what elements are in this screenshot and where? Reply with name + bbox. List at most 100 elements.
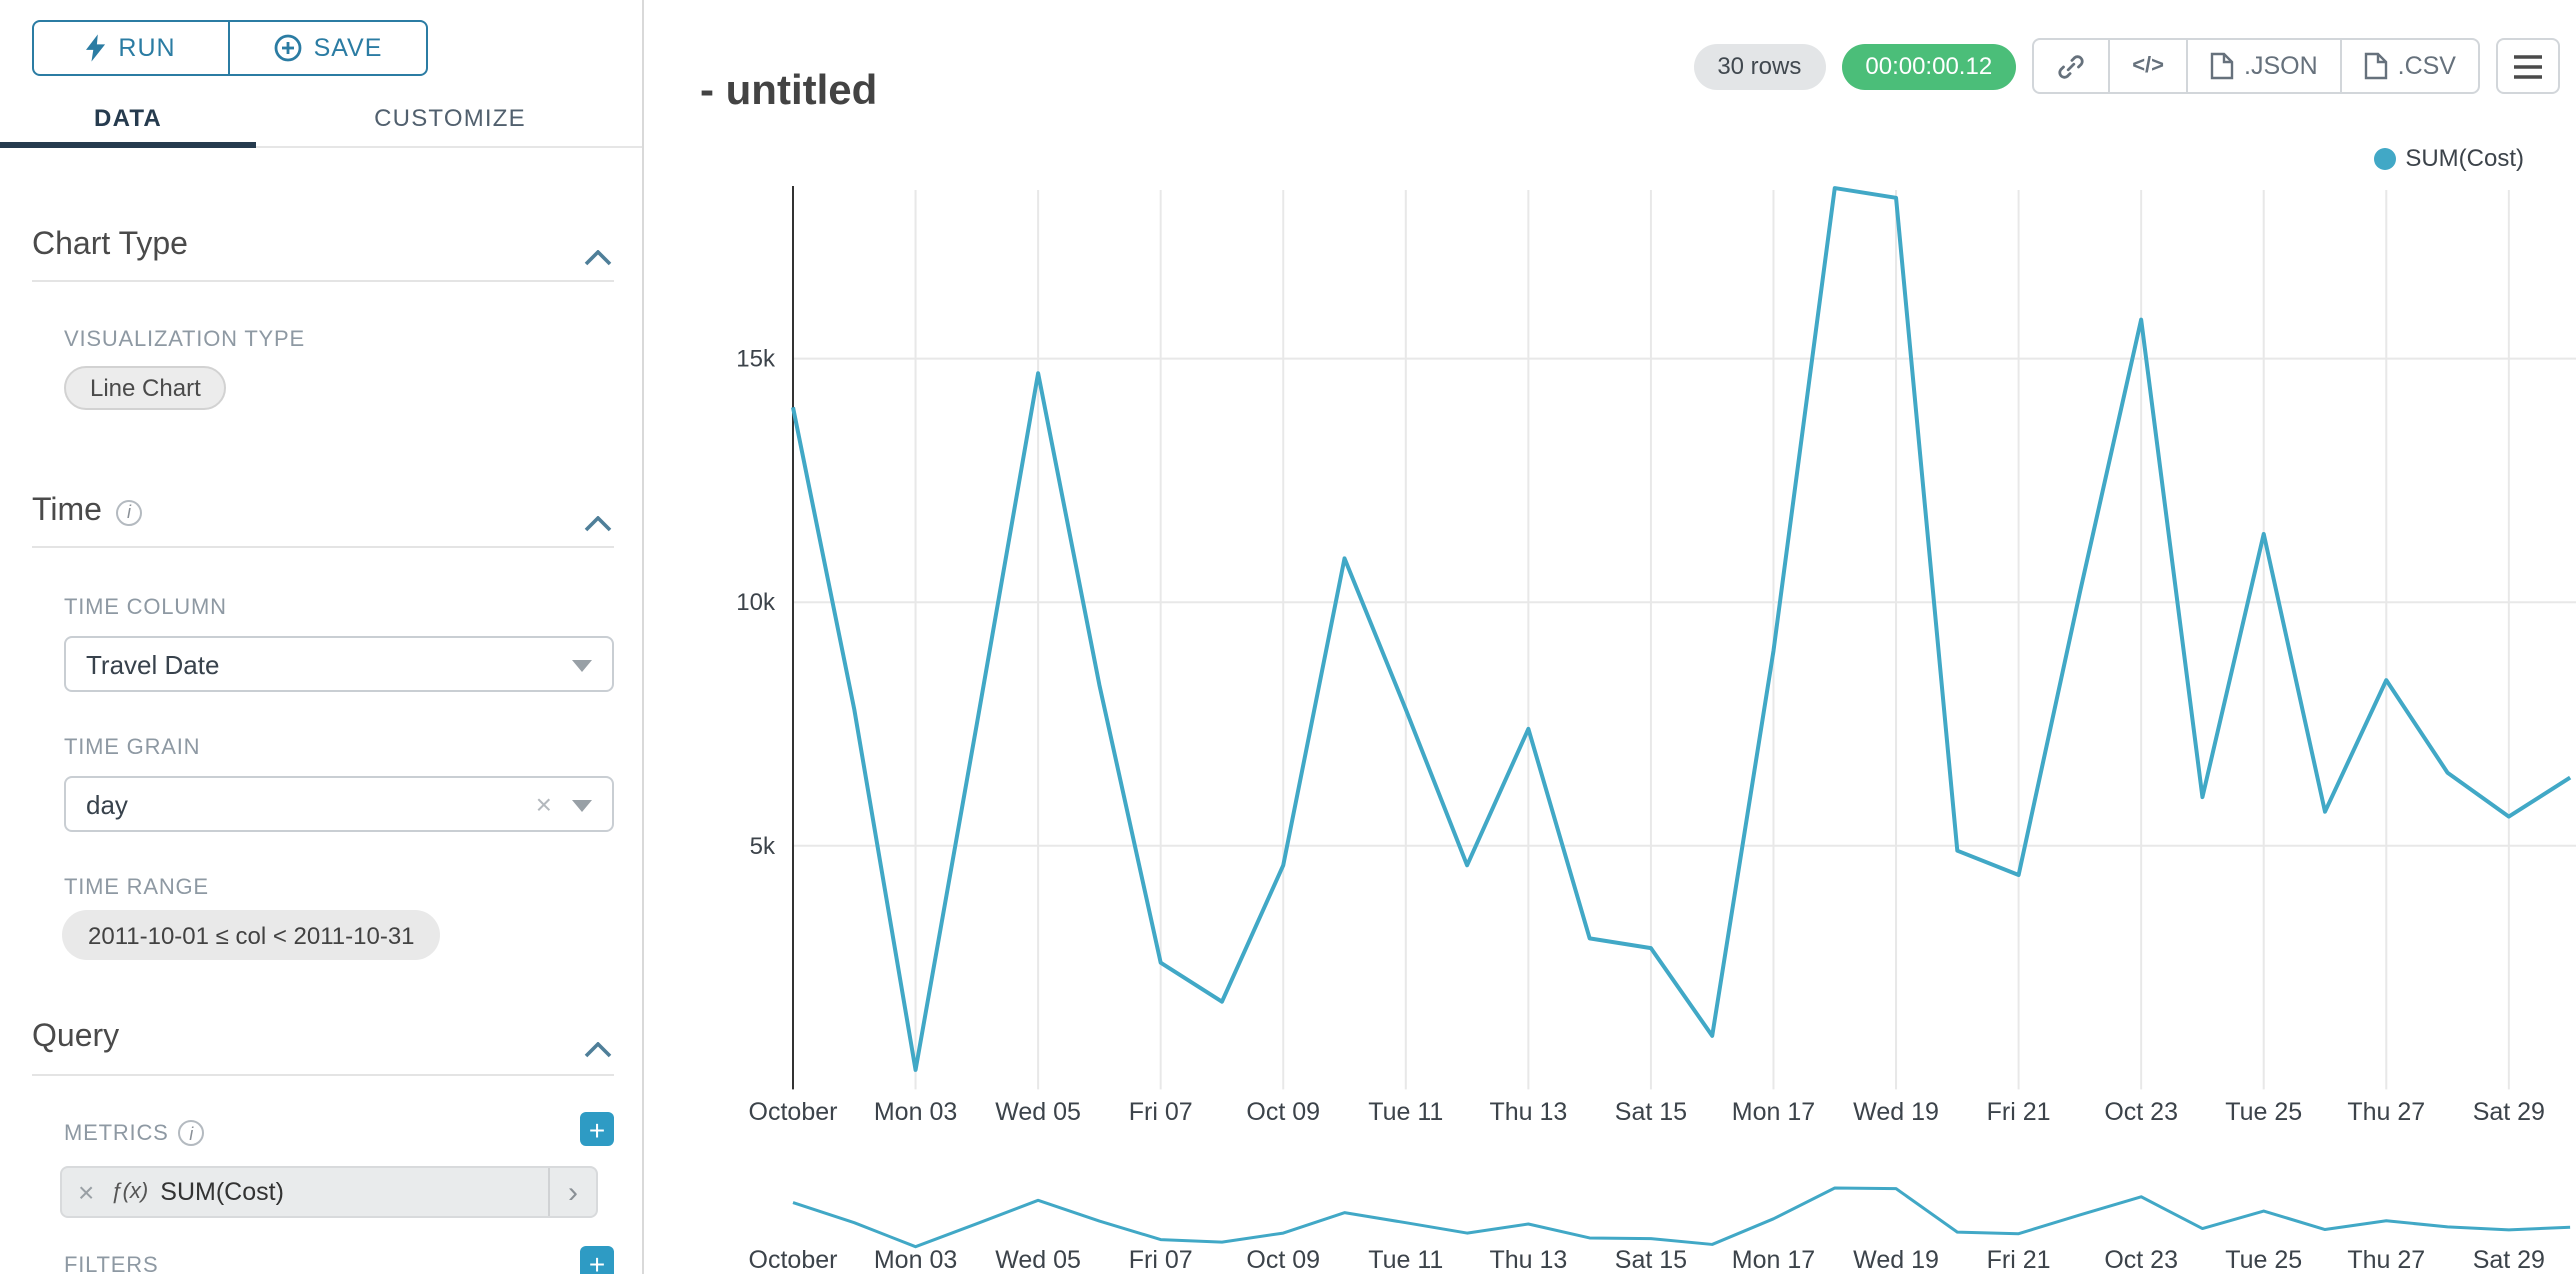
code-icon: </> — [2132, 54, 2164, 78]
time-column-select[interactable]: Travel Date — [64, 636, 614, 692]
chevron-down-icon — [572, 660, 592, 672]
run-button-label: RUN — [118, 34, 176, 62]
svg-text:Fri 07: Fri 07 — [1129, 1098, 1193, 1126]
section-divider — [32, 546, 614, 548]
chevron-up-icon — [584, 1041, 612, 1058]
collapse-query-button[interactable] — [582, 1034, 614, 1058]
visualization-type-label: VISUALIZATION TYPE — [64, 328, 305, 352]
info-icon: i — [115, 499, 142, 525]
tabs-divider — [0, 146, 642, 148]
time-grain-value: day — [86, 789, 128, 819]
time-title: Time — [32, 494, 102, 528]
section-header-query: Query — [32, 1020, 119, 1056]
file-icon — [2210, 52, 2234, 80]
svg-text:Tue 11: Tue 11 — [1368, 1098, 1443, 1126]
svg-text:Fri 21: Fri 21 — [1987, 1098, 2051, 1126]
svg-text:Mon 03: Mon 03 — [874, 1098, 957, 1126]
view-query-button[interactable]: </> — [2108, 38, 2188, 94]
svg-text:Tue 25: Tue 25 — [2225, 1246, 2302, 1274]
run-button[interactable]: RUN — [32, 20, 230, 76]
time-grain-label: TIME GRAIN — [64, 736, 201, 760]
section-divider — [32, 280, 614, 282]
menu-button[interactable] — [2496, 38, 2560, 94]
time-range-value[interactable]: 2011-10-01 ≤ col < 2011-10-31 — [62, 910, 441, 960]
svg-text:October: October — [749, 1246, 838, 1274]
run-save-button-group: RUN SAVE — [32, 20, 428, 76]
chevron-up-icon — [584, 515, 612, 532]
metric-sum-cost[interactable]: × ƒ(x) SUM(Cost) › — [60, 1166, 598, 1218]
hamburger-icon — [2514, 54, 2542, 78]
share-link-button[interactable] — [2032, 38, 2111, 94]
add-metric-button[interactable]: + — [580, 1112, 614, 1146]
export-button-group: </> .JSON .CSV — [2032, 38, 2480, 94]
control-panel-sidebar: RUN SAVE DATA CUSTOMIZE Chart Type — [0, 0, 644, 1274]
chart-type-title: Chart Type — [32, 228, 188, 262]
plus-circle-icon — [274, 34, 301, 62]
svg-text:15k: 15k — [736, 346, 776, 373]
metric-name: SUM(Cost) — [160, 1178, 284, 1206]
svg-text:Thu 13: Thu 13 — [1489, 1246, 1567, 1274]
export-json-button[interactable]: .JSON — [2186, 38, 2342, 94]
legend-sum-cost[interactable]: SUM(Cost) — [2373, 144, 2524, 172]
svg-text:Mon 17: Mon 17 — [1732, 1098, 1815, 1126]
filters-label: FILTERS — [64, 1254, 159, 1274]
section-header-chart-type: Chart Type — [32, 228, 188, 264]
legend-label: SUM(Cost) — [2405, 144, 2524, 172]
chevron-up-icon — [584, 249, 612, 266]
visualization-type-value[interactable]: Line Chart — [64, 366, 227, 410]
svg-text:Oct 09: Oct 09 — [1246, 1098, 1320, 1126]
svg-text:Wed 05: Wed 05 — [995, 1246, 1081, 1274]
svg-text:Oct 23: Oct 23 — [2104, 1098, 2178, 1126]
time-column-label: TIME COLUMN — [64, 596, 227, 620]
add-filter-button[interactable]: + — [580, 1246, 614, 1274]
svg-text:Sat 29: Sat 29 — [2473, 1246, 2545, 1274]
export-csv-button[interactable]: .CSV — [2339, 38, 2480, 94]
svg-text:Wed 19: Wed 19 — [1853, 1098, 1939, 1126]
metrics-label: METRICS i — [64, 1120, 205, 1146]
chart-panel: - untitled 30 rows 00:00:00.12 </> — [644, 0, 2576, 1274]
function-icon: ƒ(x) — [110, 1180, 149, 1204]
remove-metric-icon[interactable]: × — [78, 1176, 95, 1208]
svg-text:Sat 15: Sat 15 — [1615, 1246, 1687, 1274]
clear-icon[interactable]: × — [535, 788, 552, 820]
svg-text:5k: 5k — [750, 833, 776, 860]
legend-dot — [2373, 147, 2396, 169]
lightning-icon — [86, 34, 106, 62]
collapse-time-button[interactable] — [582, 508, 614, 532]
info-icon: i — [178, 1120, 205, 1146]
row-count-badge: 30 rows — [1693, 43, 1826, 89]
tab-data[interactable]: DATA — [94, 104, 162, 132]
page-title: - untitled — [700, 68, 878, 115]
svg-text:Mon 03: Mon 03 — [874, 1246, 957, 1274]
save-button-label: SAVE — [313, 34, 383, 62]
chevron-down-icon — [572, 800, 592, 812]
svg-text:Mon 17: Mon 17 — [1732, 1246, 1815, 1274]
svg-text:Tue 11: Tue 11 — [1368, 1246, 1443, 1274]
svg-text:Thu 27: Thu 27 — [2347, 1246, 2425, 1274]
header-controls: 30 rows 00:00:00.12 </> — [1693, 38, 2560, 94]
svg-text:10k: 10k — [736, 589, 776, 616]
main-line-chart[interactable]: 5k 10k 15k October Mon 03 Wed 05 Fri 07 Oct 09 T… — [644, 180, 2576, 1140]
tab-customize[interactable]: CUSTOMIZE — [374, 104, 526, 132]
svg-text:October: October — [749, 1098, 838, 1126]
query-title: Query — [32, 1020, 120, 1054]
time-grain-select[interactable]: day × — [64, 776, 614, 832]
time-range-label: TIME RANGE — [64, 876, 209, 900]
file-icon — [2364, 52, 2387, 80]
svg-text:Fri 07: Fri 07 — [1129, 1246, 1193, 1274]
svg-text:Oct 09: Oct 09 — [1246, 1246, 1320, 1274]
svg-text:Thu 27: Thu 27 — [2347, 1098, 2425, 1126]
svg-text:Wed 05: Wed 05 — [995, 1098, 1081, 1126]
section-header-time: Time i — [32, 494, 142, 530]
time-column-value: Travel Date — [86, 649, 220, 679]
svg-text:Fri 21: Fri 21 — [1987, 1246, 2051, 1274]
svg-text:Sat 15: Sat 15 — [1615, 1098, 1687, 1126]
svg-text:Sat 29: Sat 29 — [2473, 1098, 2545, 1126]
query-timer-badge: 00:00:00.12 — [1841, 43, 2017, 89]
collapse-chart-type-button[interactable] — [582, 242, 614, 266]
range-selector-minichart[interactable]: October Mon 03 Wed 05 Fri 07 Oct 09 Tue 11 Thu… — [644, 1144, 2576, 1274]
svg-text:Wed 19: Wed 19 — [1853, 1246, 1939, 1274]
save-button[interactable]: SAVE — [228, 20, 428, 76]
active-tab-underline — [0, 142, 256, 148]
